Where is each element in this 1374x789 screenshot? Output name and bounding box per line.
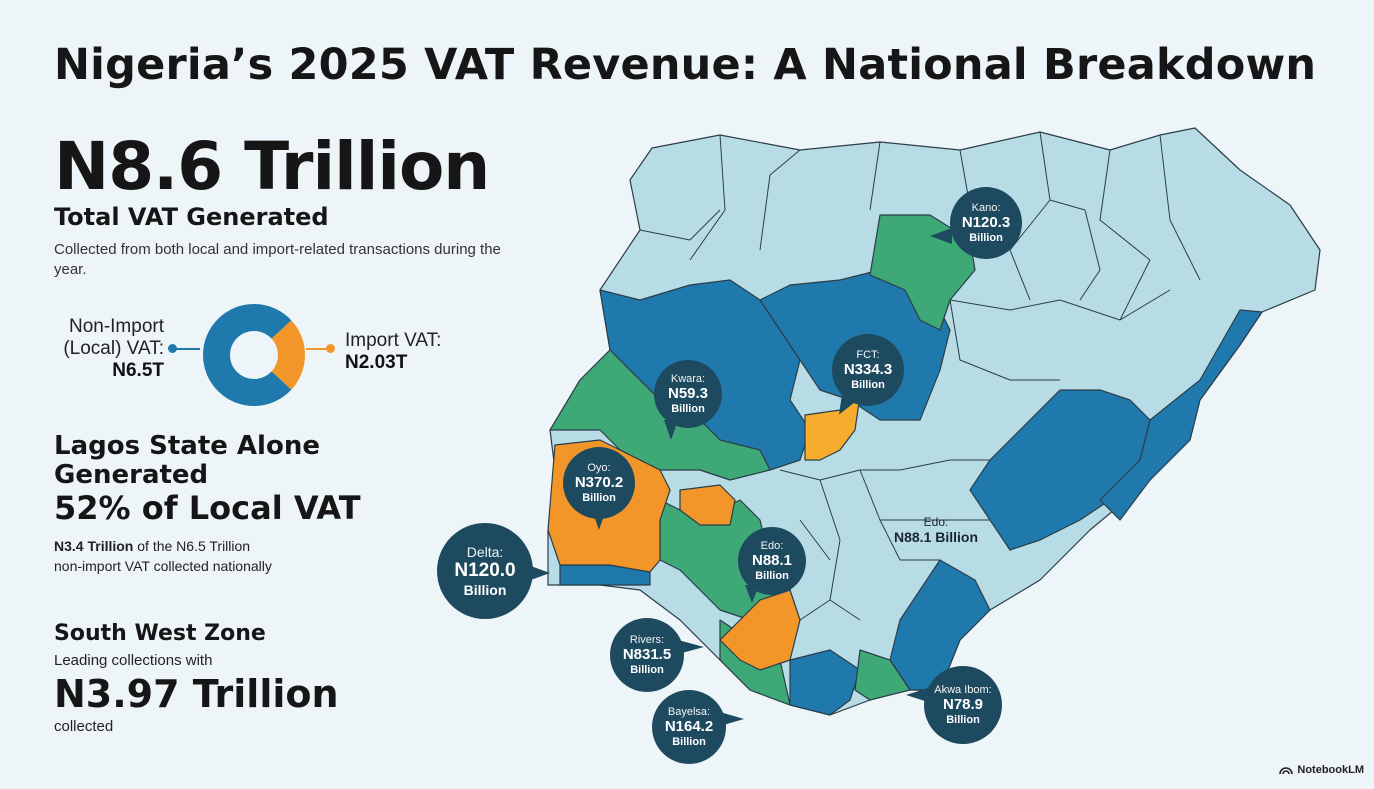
south-west-value: N3.97 Trillion — [54, 672, 339, 716]
callout-bayelsa-unit: Billion — [672, 735, 706, 748]
callout-rivers-unit: Billion — [630, 663, 664, 676]
south-west-after: collected — [54, 718, 114, 735]
lagos-percentage: 52% of Local VAT — [54, 489, 361, 527]
notebooklm-logo-icon — [1279, 767, 1294, 775]
map-borders-north — [639, 131, 1201, 381]
callout-fct-state: FCT: — [856, 348, 880, 361]
callout-bayelsa: Bayelsa: N164.2 Billion — [652, 690, 726, 764]
donut-segment-local — [203, 304, 292, 406]
edo-map-label: Edo: N88.1 Billion — [894, 515, 978, 545]
callout-akwa-ibom-amount: N78.9 — [942, 696, 984, 714]
callout-oyo-state: Oyo: — [587, 461, 611, 474]
lagos-amount: N3.4 Trillion — [54, 538, 134, 554]
callout-edo-unit: Billion — [755, 569, 789, 582]
callout-kano-unit: Billion — [969, 231, 1003, 244]
edo-map-label-amount: N88.1 Billion — [894, 529, 979, 545]
lagos-desc-line2: non-import VAT collected nationally — [54, 558, 272, 574]
local-vat-label: Non-Import (Local) VAT: — [63, 316, 164, 359]
total-vat-label: Total VAT Generated — [54, 203, 329, 231]
callout-fct-amount: N334.3 — [843, 361, 893, 379]
lagos-desc-rest: of the N6.5 Trillion — [133, 538, 251, 554]
edo-map-label-state: Edo: — [923, 515, 949, 529]
total-vat-description: Collected from both local and import-rel… — [54, 241, 501, 278]
south-west-lead: Leading collections with — [54, 652, 213, 669]
south-west-heading: South West Zone — [54, 621, 266, 646]
callout-rivers-state: Rivers: — [629, 633, 665, 646]
lagos-heading: Lagos State Alone Generated — [54, 431, 320, 490]
map-state-orange-mid — [679, 484, 736, 526]
callout-delta-state: Delta: — [466, 543, 504, 560]
callout-kwara-state: Kwara: — [670, 372, 706, 385]
callout-edo: Edo: N88.1 Billion — [738, 527, 806, 595]
callout-kano-state: Kano: — [971, 201, 1001, 214]
local-leader-dot — [168, 344, 177, 353]
map-state-green-akwa — [854, 649, 911, 701]
callout-bayelsa-tail — [720, 712, 744, 726]
map-state-blue-east — [969, 389, 1151, 551]
map-state-green-kwara — [549, 349, 771, 481]
callout-akwa-ibom-unit: Billion — [946, 713, 980, 726]
callout-delta-tail — [528, 565, 550, 581]
callout-edo-amount: N88.1 — [751, 552, 793, 570]
map-state-blue-far-east — [1099, 309, 1263, 521]
callout-oyo-unit: Billion — [582, 491, 616, 504]
import-vat-value: N2.03T — [345, 352, 408, 373]
import-leader-line — [306, 348, 330, 350]
callout-kano-tail — [930, 228, 952, 244]
callout-rivers-tail — [678, 640, 704, 654]
page-title: Nigeria’s 2025 VAT Revenue: A National B… — [54, 40, 1317, 90]
donut-segment-import — [271, 320, 305, 390]
callout-kwara: Kwara: N59.3 Billion — [654, 360, 722, 428]
map-borders-south — [779, 459, 990, 621]
map-state-orange-fct — [804, 394, 861, 461]
brand-mark: NotebookLM — [1279, 764, 1364, 776]
map-state-orange-rivers — [719, 589, 801, 671]
import-vat-label: Import VAT: — [345, 330, 442, 351]
callout-oyo-amount: N370.2 — [574, 474, 624, 492]
callout-fct: FCT: N334.3 Billion — [832, 334, 904, 406]
local-vat-value: N6.5T — [112, 360, 164, 381]
local-leader-line — [172, 348, 200, 350]
callout-oyo: Oyo: N370.2 Billion — [563, 447, 635, 519]
callout-edo-state: Edo: — [760, 539, 784, 552]
callout-oyo-tail — [592, 510, 606, 530]
callout-akwa-ibom-state: Akwa Ibom: — [934, 683, 992, 696]
callout-delta-unit: Billion — [463, 581, 507, 598]
import-leader-dot — [326, 344, 335, 353]
lagos-description: N3.4 Trillion of the N6.5 Trillion non-i… — [54, 536, 272, 576]
callout-bayelsa-amount: N164.2 — [664, 718, 714, 736]
callout-rivers: Rivers: N831.5 Billion — [610, 618, 684, 692]
callout-kwara-amount: N59.3 — [667, 385, 709, 403]
callout-akwa-ibom-tail — [906, 688, 928, 702]
callout-delta-amount: N120.0 — [454, 560, 516, 582]
callout-kano: Kano: N120.3 Billion — [950, 187, 1022, 259]
callout-kwara-tail — [664, 420, 678, 440]
callout-edo-tail — [745, 585, 759, 603]
callout-kano-amount: N120.3 — [961, 214, 1011, 232]
brand-name: NotebookLM — [1297, 764, 1364, 776]
callout-akwa-ibom: Akwa Ibom: N78.9 Billion — [924, 666, 1002, 744]
callout-kwara-unit: Billion — [671, 402, 705, 415]
local-vat-legend: Non-Import (Local) VAT: N6.5T — [54, 316, 164, 382]
callout-fct-unit: Billion — [851, 378, 885, 391]
callout-bayelsa-state: Bayelsa: — [667, 705, 711, 718]
import-vat-legend: Import VAT: N2.03T — [345, 330, 441, 374]
callout-delta: Delta: N120.0 Billion — [437, 523, 533, 619]
total-vat-value: N8.6 Trillion — [54, 128, 490, 205]
callout-rivers-amount: N831.5 — [622, 646, 672, 664]
vat-donut-chart — [198, 303, 310, 407]
